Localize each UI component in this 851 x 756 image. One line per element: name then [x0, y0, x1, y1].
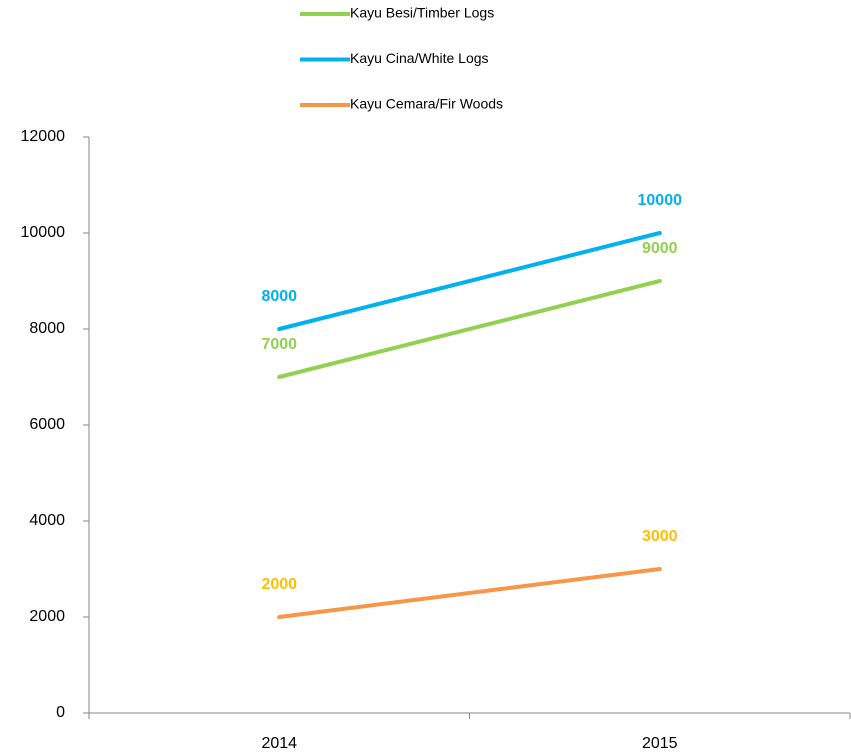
data-label: 9000 [642, 240, 678, 257]
y-tick-label: 0 [56, 704, 65, 721]
series-line [277, 231, 662, 331]
y-tick-label: 8000 [29, 320, 65, 337]
legend-label: Kayu Cemara/Fir Woods [350, 96, 503, 112]
y-tick-label: 6000 [29, 416, 65, 433]
y-tick-label: 12000 [21, 128, 66, 145]
data-label: 10000 [638, 192, 683, 209]
data-label: 3000 [642, 528, 678, 545]
y-tick-label: 2000 [29, 608, 65, 625]
x-tick-label: 2015 [642, 735, 678, 752]
y-tick-label: 10000 [21, 224, 66, 241]
data-label: 7000 [261, 336, 297, 353]
data-label: 8000 [261, 288, 297, 305]
x-tick-label: 2014 [261, 735, 297, 752]
series-line [277, 279, 662, 379]
data-label: 2000 [261, 576, 297, 593]
y-tick-label: 4000 [29, 512, 65, 529]
legend-label: Kayu Cina/White Logs [350, 50, 489, 66]
series-line [277, 567, 662, 619]
legend-label: Kayu Besi/Timber Logs [350, 5, 494, 21]
